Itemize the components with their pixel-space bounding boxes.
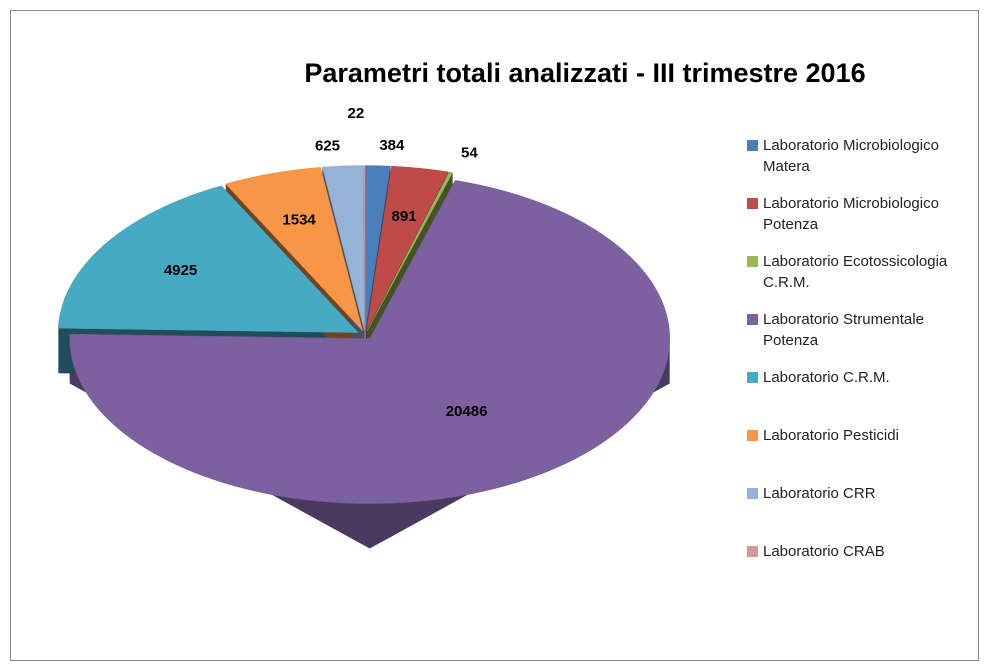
legend-swatch — [747, 314, 758, 325]
legend-item: Laboratorio Ecotossicologia C.R.M. — [745, 251, 975, 309]
legend-label: Laboratorio CRAB — [763, 543, 885, 560]
data-label: 891 — [392, 208, 417, 225]
data-label: 54 — [461, 144, 478, 161]
slice — [322, 165, 365, 331]
slice — [69, 180, 670, 504]
slice-tops — [58, 165, 670, 504]
legend-label: Laboratorio Pesticidi — [763, 427, 899, 444]
data-label: 384 — [379, 137, 405, 154]
legend-label: Laboratorio Strumentale Potenza — [763, 311, 924, 349]
legend-item: Laboratorio Strumentale Potenza — [745, 309, 975, 367]
legend-item: Laboratorio Microbiologico Matera — [745, 135, 975, 193]
legend-swatch — [747, 430, 758, 441]
legend-label: Laboratorio Microbiologico Matera — [763, 137, 939, 175]
legend-swatch — [747, 256, 758, 267]
legend-item: Laboratorio Microbiologico Potenza — [745, 193, 975, 251]
data-label: 625 — [315, 137, 340, 154]
data-label: 4925 — [164, 262, 197, 279]
legend-item: Laboratorio CRAB — [745, 541, 975, 599]
legend-swatch — [747, 140, 758, 151]
legend-item: Laboratorio C.R.M. — [745, 367, 975, 425]
legend-swatch — [747, 372, 758, 383]
slice — [58, 185, 359, 333]
slice — [365, 165, 391, 331]
legend: Laboratorio Microbiologico Matera Laborat… — [745, 135, 975, 599]
legend-swatch — [747, 198, 758, 209]
legend-label: Laboratorio Microbiologico Potenza — [763, 195, 939, 233]
data-label: 20486 — [446, 403, 488, 420]
legend-label: Laboratorio CRR — [763, 485, 876, 502]
slice-side — [69, 338, 670, 549]
data-label: 1534 — [282, 212, 316, 229]
legend-swatch — [747, 488, 758, 499]
data-label: 22 — [347, 105, 364, 122]
legend-item: Laboratorio Pesticidi — [745, 425, 975, 483]
legend-item: Laboratorio CRR — [745, 483, 975, 541]
legend-label: Laboratorio Ecotossicologia C.R.M. — [763, 253, 948, 291]
legend-label: Laboratorio C.R.M. — [763, 369, 890, 386]
slice — [367, 171, 454, 331]
slice — [225, 167, 363, 331]
slice — [366, 165, 449, 331]
chart-title: Parametri totali analizzati - III trimes… — [304, 58, 865, 88]
legend-swatch — [747, 546, 758, 557]
slice — [363, 165, 366, 331]
